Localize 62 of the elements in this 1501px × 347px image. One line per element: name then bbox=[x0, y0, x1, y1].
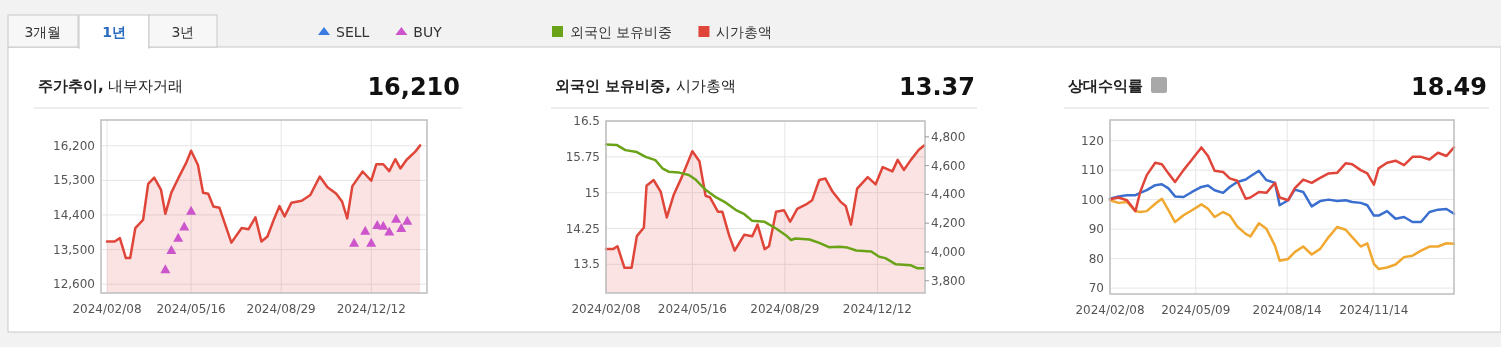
y-tick-label: 14,400 bbox=[53, 207, 95, 222]
x-tick-label: 2024/11/14 bbox=[1339, 303, 1409, 317]
y-tick-label: 90 bbox=[1088, 222, 1104, 237]
x-tick-label: 2024/02/08 bbox=[72, 302, 142, 316]
y-tick-label: 120 bbox=[1081, 133, 1104, 148]
x-tick-label: 2024/02/08 bbox=[571, 302, 641, 316]
x-tick-label: 2024/05/16 bbox=[657, 302, 727, 316]
point bbox=[186, 205, 197, 215]
chart-subtitle: 16,210 bbox=[367, 73, 460, 101]
legend-label: 외국인 보유비중 bbox=[570, 24, 673, 40]
legend-label: 시가총액 bbox=[716, 24, 773, 40]
y-tick-label: 13.5 bbox=[573, 257, 600, 272]
point bbox=[173, 232, 184, 242]
y2-tick-label: 4,800 bbox=[931, 129, 966, 144]
chart-title: 상대수익률 bbox=[1068, 77, 1143, 95]
x-tick-label: 2024/08/29 bbox=[750, 302, 820, 316]
line-series bbox=[604, 143, 926, 270]
line-series bbox=[1108, 169, 1456, 224]
point bbox=[166, 244, 177, 254]
y-tick-label: 100 bbox=[1081, 192, 1104, 207]
point bbox=[349, 237, 360, 247]
legend-label: SELL bbox=[336, 24, 370, 40]
y-tick-label: 70 bbox=[1088, 281, 1104, 296]
x-tick-label: 2024/05/16 bbox=[156, 302, 226, 316]
y2-tick-label: 4,600 bbox=[931, 158, 966, 173]
y2-tick-label: 4,400 bbox=[931, 187, 966, 202]
y-tick-label: 12,600 bbox=[53, 277, 95, 292]
point bbox=[366, 237, 377, 247]
y2-tick-label: 4,000 bbox=[931, 244, 966, 259]
chart-subtitle: 18.49 bbox=[1411, 73, 1487, 101]
x-tick-label: 2024/12/12 bbox=[336, 302, 406, 316]
y-tick-label: 15 bbox=[584, 185, 600, 200]
legend-label: BUY bbox=[413, 24, 443, 40]
x-tick-label: 2024/05/09 bbox=[1161, 303, 1231, 317]
y-tick-label: 16.5 bbox=[573, 114, 600, 128]
y-tick-label: 13,500 bbox=[53, 242, 95, 257]
y-tick-label: 14.25 bbox=[565, 221, 600, 236]
point bbox=[160, 264, 171, 274]
y-tick-label: 110 bbox=[1081, 163, 1104, 178]
chart-title: 주가추이, 내부자거래 bbox=[38, 77, 184, 95]
point bbox=[396, 223, 407, 233]
y2-tick-label: 4,200 bbox=[931, 216, 966, 231]
y-tick-label: 15,300 bbox=[53, 173, 95, 188]
line-series bbox=[1108, 197, 1456, 271]
line-series bbox=[1108, 146, 1456, 213]
y-tick-label: 80 bbox=[1088, 251, 1104, 266]
y-tick-label: 15.75 bbox=[565, 149, 600, 164]
x-tick-label: 2024/12/12 bbox=[842, 302, 912, 316]
x-tick-label: 2024/08/29 bbox=[246, 302, 316, 316]
point bbox=[360, 225, 371, 235]
x-tick-label: 2024/02/08 bbox=[1075, 303, 1145, 317]
point bbox=[378, 220, 389, 230]
y-tick-label: 16,200 bbox=[53, 138, 95, 153]
chart-subtitle: 13.37 bbox=[899, 73, 975, 101]
chart-title: 외국인 보유비중, 시가총액 bbox=[555, 77, 736, 95]
text: 3개월 bbox=[24, 24, 62, 40]
x-tick-label: 2024/08/14 bbox=[1252, 303, 1322, 317]
text: 3년 bbox=[171, 24, 195, 40]
y2-tick-label: 3,800 bbox=[931, 273, 966, 288]
point bbox=[391, 213, 402, 223]
text: 1년 bbox=[102, 24, 126, 40]
point bbox=[402, 215, 413, 225]
